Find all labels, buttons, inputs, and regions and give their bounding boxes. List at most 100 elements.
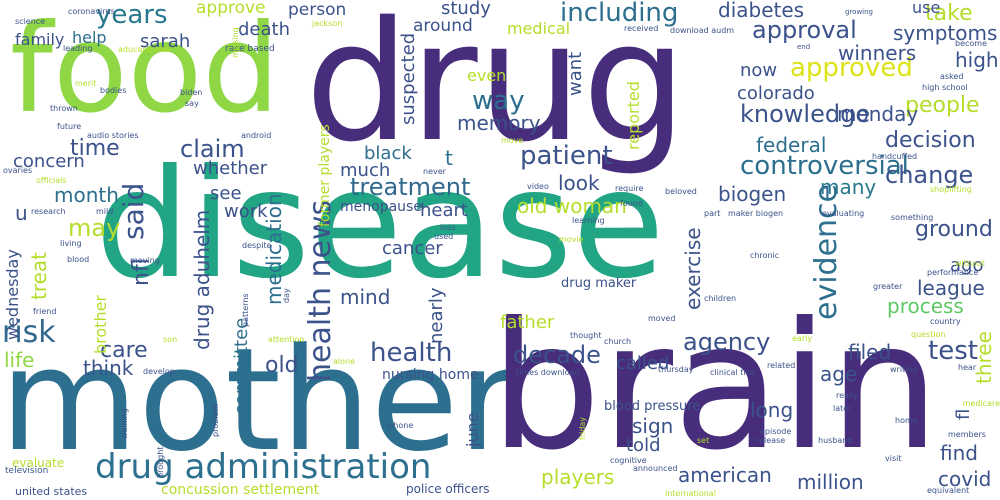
cloud-word: drug administration (95, 447, 432, 487)
cloud-word: android (241, 131, 272, 140)
cloud-word: look (558, 171, 600, 195)
cloud-word: children (704, 294, 737, 303)
cloud-word: despite (242, 241, 272, 250)
cloud-word: concussion settlement (161, 482, 320, 498)
cloud-word: agency (683, 328, 771, 356)
cloud-word: controversial (740, 151, 909, 181)
cloud-word: risk (2, 315, 56, 350)
cloud-word: high (955, 48, 999, 72)
cloud-word: audio stories (87, 131, 139, 140)
cloud-word: committee (231, 317, 252, 415)
cloud-word: want (565, 51, 586, 96)
cloud-word: leading (63, 44, 93, 53)
cloud-word: hear (958, 363, 977, 372)
cloud-word: brother (91, 294, 110, 354)
cloud-word: wednesday (3, 249, 22, 340)
cloud-word: cancer (382, 238, 443, 259)
cloud-word: never (423, 167, 446, 176)
cloud-word: biden (180, 88, 203, 97)
cloud-word: walking (120, 408, 129, 439)
cloud-word: police officers (406, 482, 490, 496)
cloud-word: television (5, 466, 49, 476)
cloud-word: jackson (312, 19, 343, 28)
cloud-word: winners (838, 41, 917, 65)
cloud-word: mild (96, 207, 114, 216)
cloud-word: officials (36, 176, 67, 185)
cloud-word: time (70, 136, 120, 161)
cloud-word: whether (193, 158, 268, 179)
cloud-word: day (282, 288, 291, 303)
cloud-word: brain (490, 286, 940, 489)
cloud-word: question (911, 330, 946, 339)
cloud-word: download audm (670, 26, 735, 35)
cloud-word: players (541, 465, 615, 489)
cloud-word: decision (885, 128, 976, 153)
cloud-word: menopause (340, 199, 422, 215)
cloud-word: loss (440, 223, 456, 232)
cloud-word: husband (818, 436, 853, 445)
cloud-word: friday (578, 416, 587, 440)
cloud-word: including (560, 0, 679, 28)
cloud-word: blood pressure (604, 399, 701, 414)
cloud-word: million (797, 470, 864, 494)
cloud-word: nearly (426, 287, 447, 344)
cloud-word: members (948, 430, 986, 439)
cloud-word: thursday (658, 365, 694, 374)
cloud-word: cognitive (610, 456, 647, 465)
cloud-word: research (31, 207, 66, 216)
cloud-word: filed (848, 340, 892, 364)
cloud-word: ground (915, 217, 993, 242)
cloud-word: visit (885, 454, 902, 463)
cloud-word: friend (33, 307, 57, 316)
cloud-word: without (955, 259, 986, 268)
cloud-word: process (887, 294, 964, 318)
cloud-word: three (972, 331, 996, 384)
cloud-word: drug aduhelm (190, 209, 214, 350)
cloud-word: diabetes (718, 0, 805, 22)
cloud-word: times download (516, 368, 580, 377)
cloud-word: require (615, 184, 644, 193)
cloud-word: shoplifting (930, 185, 972, 194)
cloud-word: month (54, 183, 119, 207)
cloud-word: beloved (665, 187, 697, 196)
cloud-word: memory (457, 111, 541, 135)
cloud-word: called (616, 353, 670, 374)
cloud-word: federal (756, 133, 827, 157)
cloud-word: science (15, 17, 46, 26)
cloud-word: sarah (140, 31, 191, 52)
cloud-word: race based (225, 44, 275, 54)
cloud-word: old (265, 353, 299, 378)
cloud-word: clinical trial (710, 368, 756, 377)
cloud-word: years (96, 0, 168, 30)
cloud-word: thought (570, 331, 602, 340)
cloud-word: writing (890, 365, 918, 374)
cloud-word: told (626, 435, 661, 456)
cloud-word: said (117, 182, 150, 240)
cloud-word: problem (211, 403, 220, 437)
cloud-word: ovaries (3, 166, 33, 175)
cloud-word: june (463, 412, 482, 447)
cloud-word: evaluating (822, 209, 865, 218)
cloud-word: decade (513, 341, 601, 369)
cloud-word: church (604, 337, 632, 346)
cloud-word: help (72, 28, 107, 47)
cloud-word: knowledge (740, 100, 871, 128)
cloud-word: person (288, 0, 347, 20)
cloud-word: release (756, 436, 786, 445)
cloud-word: equivalent (927, 486, 970, 495)
cloud-word: moved (648, 314, 676, 323)
cloud-word: long (750, 398, 794, 422)
cloud-word: moving (130, 256, 160, 265)
cloud-word: really (836, 391, 859, 400)
cloud-word: move (501, 136, 524, 145)
cloud-word: life (4, 348, 35, 372)
cloud-word: treat (27, 251, 51, 300)
cloud-word: use (912, 0, 941, 17)
cloud-word: early (792, 334, 813, 343)
cloud-word: health (370, 338, 453, 368)
cloud-word: sign (632, 414, 674, 438)
cloud-word: approval (752, 16, 857, 44)
cloud-word: find (940, 441, 978, 465)
cloud-word: say (185, 99, 199, 108)
